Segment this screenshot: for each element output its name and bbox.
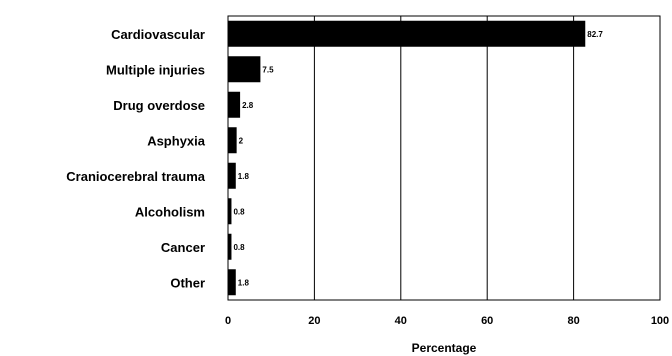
x-tick-label-20: 20 <box>308 315 320 327</box>
bar-drug-overdose <box>228 91 241 118</box>
x-tick-label-0: 0 <box>225 315 231 327</box>
category-label-craniocerebral-trauma: Craniocerebral trauma <box>66 169 205 184</box>
data-label-multiple-injuries: 7.5 <box>262 65 274 74</box>
category-labels: Cardiovascular Multiple injuries Drug over… <box>66 27 205 291</box>
category-label-alcoholism: Alcoholism <box>135 204 205 219</box>
data-label-other: 1.8 <box>238 278 250 287</box>
plot-area <box>227 15 661 301</box>
category-label-drug-overdose: Drug overdose <box>113 98 205 113</box>
data-labels: 82.7 7.5 2.8 2 1.8 0.8 0.8 1.8 <box>233 30 603 288</box>
bars <box>228 20 586 296</box>
bar-cardiovascular <box>228 20 586 47</box>
data-label-asphyxia: 2 <box>239 136 244 145</box>
bar-craniocerebral-trauma <box>228 162 236 189</box>
bar-asphyxia <box>228 127 237 154</box>
x-axis-title: Percentage <box>412 341 477 355</box>
category-label-other: Other <box>170 275 205 290</box>
x-tick-labels: 0 20 40 60 80 100 <box>225 315 669 327</box>
data-label-craniocerebral-trauma: 1.8 <box>238 172 250 181</box>
bar-alcoholism <box>228 198 232 225</box>
bar-cancer <box>228 233 232 260</box>
x-tick-label-60: 60 <box>481 315 493 327</box>
data-label-drug-overdose: 2.8 <box>242 101 254 110</box>
data-label-cancer: 0.8 <box>233 243 245 252</box>
x-tick-label-100: 100 <box>651 315 669 327</box>
data-label-alcoholism: 0.8 <box>233 207 245 216</box>
category-label-multiple-injuries: Multiple injuries <box>106 62 205 77</box>
gridlines <box>313 16 575 300</box>
category-label-cancer: Cancer <box>161 240 205 255</box>
x-tick-label-80: 80 <box>567 315 579 327</box>
x-tick-label-40: 40 <box>395 315 407 327</box>
data-label-cardiovascular: 82.7 <box>587 30 603 39</box>
bar-other <box>228 269 236 296</box>
bar-multiple-injuries <box>228 56 261 83</box>
category-label-asphyxia: Asphyxia <box>147 133 206 148</box>
category-label-cardiovascular: Cardiovascular <box>111 27 205 42</box>
